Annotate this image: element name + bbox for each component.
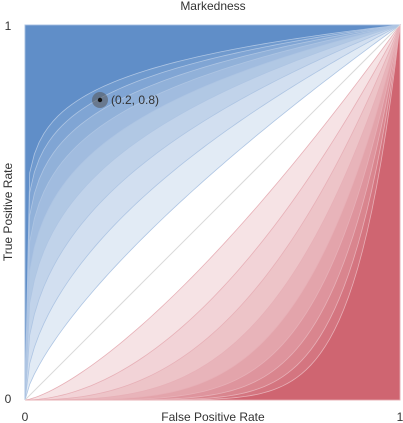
diagonal-line bbox=[24, 24, 401, 401]
annotation-point[interactable]: (0.2, 0.8) bbox=[92, 92, 159, 108]
annotation-label: (0.2, 0.8) bbox=[111, 93, 159, 107]
annotation-point-dot[interactable] bbox=[97, 97, 103, 103]
x-tick-label-1: 1 bbox=[397, 410, 403, 423]
chart-title: Markedness bbox=[180, 0, 245, 13]
x-axis-label: False Positive Rate bbox=[161, 410, 265, 423]
x-tick-label-0: 0 bbox=[22, 410, 29, 423]
y-tick-label-1: 1 bbox=[5, 19, 12, 33]
contour-regions bbox=[24, 23, 402, 401]
negative-band-9 bbox=[25, 24, 401, 401]
y-tick-label-0: 0 bbox=[5, 392, 12, 406]
y-axis-label: True Positive Rate bbox=[1, 163, 15, 262]
positive-band-5 bbox=[24, 24, 401, 401]
positive-band-9 bbox=[24, 24, 401, 401]
